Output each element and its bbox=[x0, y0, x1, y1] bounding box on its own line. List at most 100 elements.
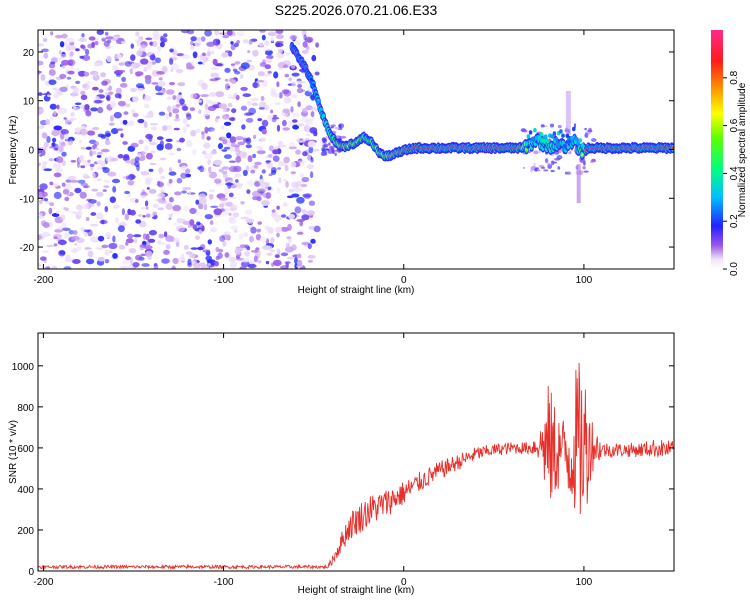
noise-speckle bbox=[254, 161, 262, 166]
snr-y-tick-label: 800 bbox=[17, 403, 34, 414]
noise-speckle bbox=[176, 177, 183, 184]
noise-speckle bbox=[38, 162, 42, 166]
noise-speckle bbox=[43, 168, 52, 171]
noise-speckle bbox=[265, 50, 268, 55]
noise-speckle bbox=[51, 213, 60, 217]
noise-speckle bbox=[557, 166, 561, 170]
noise-speckle bbox=[120, 40, 127, 44]
noise-speckle bbox=[314, 71, 320, 76]
noise-speckle bbox=[70, 160, 77, 163]
noise-speckle bbox=[246, 180, 255, 187]
noise-speckle bbox=[250, 226, 257, 234]
noise-speckle bbox=[97, 133, 105, 138]
noise-speckle bbox=[233, 229, 238, 233]
noise-speckle bbox=[145, 133, 154, 140]
noise-speckle bbox=[218, 103, 228, 109]
noise-speckle bbox=[120, 265, 129, 269]
noise-speckle bbox=[76, 210, 83, 216]
noise-speckle bbox=[224, 208, 232, 212]
noise-speckle bbox=[103, 40, 110, 47]
noise-speckle bbox=[139, 44, 147, 49]
ridge-ripple bbox=[572, 126, 576, 132]
noise-speckle bbox=[582, 166, 586, 170]
noise-speckle bbox=[90, 107, 98, 112]
ridge-ripple bbox=[533, 128, 537, 133]
noise-speckle bbox=[102, 189, 107, 192]
noise-speckle bbox=[206, 99, 213, 105]
noise-speckle bbox=[307, 154, 311, 162]
noise-speckle bbox=[156, 80, 166, 87]
snr-y-tick-label: 1000 bbox=[12, 362, 35, 373]
noise-speckle bbox=[140, 58, 149, 65]
noise-speckle bbox=[275, 30, 284, 34]
noise-speckle bbox=[55, 210, 60, 215]
noise-speckle bbox=[122, 141, 128, 145]
noise-speckle bbox=[215, 116, 221, 119]
noise-speckle bbox=[256, 150, 266, 155]
noise-speckle bbox=[85, 80, 92, 84]
noise-speckle bbox=[169, 58, 174, 65]
noise-speckle bbox=[274, 254, 280, 259]
noise-speckle bbox=[53, 183, 59, 187]
noise-speckle bbox=[301, 176, 310, 183]
noise-speckle bbox=[266, 55, 274, 60]
noise-speckle bbox=[276, 124, 281, 132]
noise-speckle bbox=[78, 73, 85, 77]
noise-speckle bbox=[120, 133, 124, 138]
noise-speckle bbox=[67, 175, 76, 181]
noise-speckle bbox=[63, 117, 67, 120]
noise-speckle bbox=[237, 31, 245, 37]
noise-speckle bbox=[130, 175, 136, 179]
noise-speckle bbox=[83, 175, 91, 179]
noise-speckle bbox=[90, 236, 99, 243]
noise-speckle bbox=[48, 158, 54, 162]
noise-speckle bbox=[584, 127, 587, 131]
noise-speckle bbox=[259, 236, 267, 243]
noise-speckle bbox=[230, 63, 236, 66]
noise-speckle bbox=[271, 167, 277, 173]
noise-speckle bbox=[54, 229, 63, 233]
noise-speckle bbox=[55, 34, 63, 39]
noise-speckle bbox=[183, 205, 189, 212]
noise-speckle bbox=[270, 109, 274, 114]
noise-speckle bbox=[292, 119, 298, 123]
noise-speckle bbox=[325, 148, 330, 151]
noise-speckle bbox=[290, 93, 299, 99]
noise-speckle bbox=[285, 242, 290, 248]
noise-speckle bbox=[117, 100, 126, 107]
noise-speckle bbox=[220, 125, 225, 130]
noise-speckle bbox=[53, 191, 62, 199]
noise-speckle bbox=[159, 242, 167, 245]
noise-speckle bbox=[80, 94, 88, 101]
noise-speckle bbox=[282, 144, 286, 148]
noise-speckle bbox=[38, 107, 44, 115]
noise-speckle bbox=[270, 237, 275, 244]
colorbar-tick-label: 0.6 bbox=[729, 118, 740, 132]
noise-speckle bbox=[80, 146, 87, 150]
noise-speckle bbox=[307, 254, 316, 259]
noise-speckle bbox=[49, 115, 53, 122]
noise-speckle bbox=[41, 132, 48, 139]
noise-speckle bbox=[179, 137, 185, 143]
spectrogram-y-tick-label: 0 bbox=[28, 146, 34, 157]
noise-speckle bbox=[310, 238, 316, 244]
noise-speckle bbox=[236, 182, 240, 186]
noise-speckle bbox=[214, 77, 221, 80]
noise-speckle bbox=[53, 125, 62, 131]
noise-speckle bbox=[221, 52, 229, 58]
noise-speckle bbox=[240, 201, 245, 205]
noise-speckle bbox=[122, 260, 130, 265]
ridge-core bbox=[525, 147, 529, 152]
noise-speckle bbox=[268, 173, 273, 177]
noise-speckle bbox=[92, 126, 100, 131]
noise-speckle bbox=[292, 124, 299, 130]
noise-speckle bbox=[92, 86, 99, 91]
noise-speckle bbox=[267, 186, 272, 191]
noise-speckle bbox=[224, 83, 230, 91]
noise-speckle bbox=[310, 171, 314, 179]
colorbar-tick-label: 0.2 bbox=[729, 214, 740, 228]
noise-speckle bbox=[165, 113, 169, 121]
noise-speckle bbox=[80, 44, 85, 49]
noise-speckle bbox=[165, 138, 173, 142]
